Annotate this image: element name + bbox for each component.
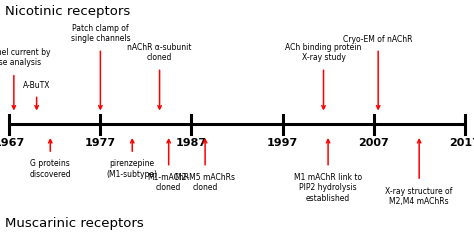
Text: 2017: 2017 [449,138,474,148]
Text: 1997: 1997 [267,138,298,148]
Text: nAChR α-subunit
cloned: nAChR α-subunit cloned [128,43,192,62]
Text: G proteins
discovered: G proteins discovered [29,160,71,179]
Text: M2-M5 mAChRs
cloned: M2-M5 mAChRs cloned [175,173,235,192]
Text: 1987: 1987 [176,138,207,148]
Text: Nicotinic receptors: Nicotinic receptors [5,5,130,18]
Text: Channel current by
noise analysis: Channel current by noise analysis [0,48,51,67]
Text: 1977: 1977 [85,138,116,148]
Text: M1 mAChR link to
PIP2 hydrolysis
established: M1 mAChR link to PIP2 hydrolysis establi… [294,173,362,203]
Text: 1967: 1967 [0,138,25,148]
Text: ACh binding protein
X-ray study: ACh binding protein X-ray study [285,43,362,62]
Text: 2007: 2007 [358,138,389,148]
Text: pirenzepine
(M1-subtype): pirenzepine (M1-subtype) [107,160,158,179]
Text: M1-mAChR
cloned: M1-mAChR cloned [147,173,190,192]
Text: Muscarinic receptors: Muscarinic receptors [5,217,144,230]
Text: A-BuTX: A-BuTX [23,81,50,90]
Text: Patch clamp of
single channels: Patch clamp of single channels [71,24,130,43]
Text: X-ray structure of
M2,M4 mAChRs: X-ray structure of M2,M4 mAChRs [385,187,453,206]
Text: Cryo-EM of nAChR: Cryo-EM of nAChR [344,35,413,44]
